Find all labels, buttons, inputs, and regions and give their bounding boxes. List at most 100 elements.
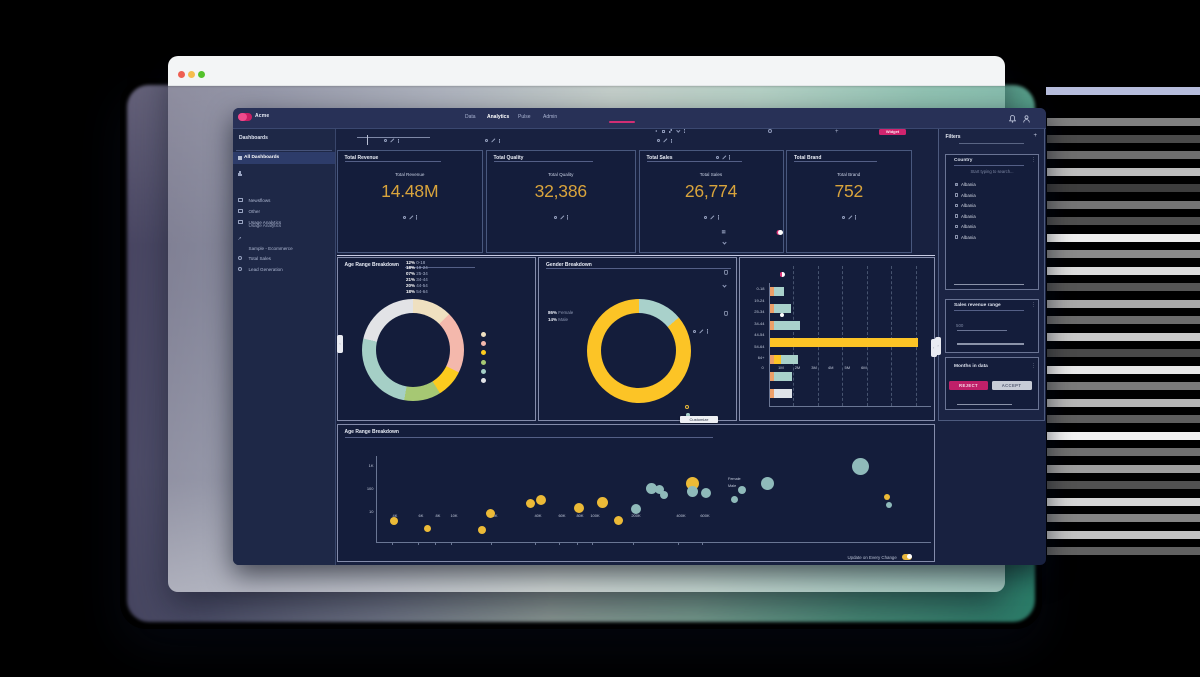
sidebar-item-icon[interactable]: ↗ [233, 237, 335, 247]
bubble-point[interactable] [485, 508, 495, 518]
bubble-point[interactable] [631, 504, 641, 514]
arrow-left-icon[interactable] [655, 130, 657, 132]
bubble-point[interactable] [886, 502, 892, 508]
traffic-light-minimize[interactable] [188, 70, 195, 78]
country-search-input[interactable]: Start typing to search... [970, 169, 1014, 174]
checkbox-icon[interactable] [954, 224, 959, 229]
card-hover-toolbar-3[interactable] [657, 138, 672, 144]
chevron-down-icon[interactable] [722, 283, 727, 288]
acme-logo-icon[interactable] [238, 112, 252, 121]
nav-item-analytics[interactable]: Analytics [487, 114, 510, 120]
donut-legend-row: 18% 19-24 [406, 265, 428, 271]
sidebar-item-usage-analytics[interactable]: Usage Analytics Usage Analytics [233, 219, 335, 230]
card-drag-handle-right[interactable]: › [930, 339, 937, 357]
grid-icon[interactable]: ▦ [721, 229, 726, 234]
checkbox-icon[interactable] [954, 235, 959, 239]
bubble-point[interactable] [851, 457, 869, 475]
bar-row[interactable] [769, 286, 784, 296]
nav-item-admin[interactable]: Admin [543, 114, 558, 120]
bubble-point[interactable] [423, 524, 431, 532]
card-hover-toolbar[interactable] [693, 329, 708, 334]
card-header-icons[interactable] [715, 155, 731, 160]
traffic-light-zoom[interactable] [198, 70, 205, 78]
donut-legend-row: 12% 0-18 [406, 259, 426, 265]
bubble-point[interactable] [660, 491, 668, 499]
bubble-point[interactable] [738, 486, 746, 494]
clock-icon [553, 215, 558, 219]
bubble-point[interactable] [730, 495, 738, 503]
board-toolbar-icons[interactable] [655, 128, 685, 133]
info-circle-icon[interactable] [768, 129, 772, 133]
timeline-slider-handle[interactable] [367, 135, 368, 145]
nav-item-data[interactable]: Data [465, 114, 476, 120]
bubble-point[interactable] [654, 484, 664, 494]
sidebar-item-icon[interactable] [233, 171, 335, 181]
sidebar-item-all-dashboards[interactable]: All Dashboards [233, 151, 335, 164]
sidebar-item-newsflows[interactable]: Newsflows [233, 197, 335, 208]
panel-drag-handle[interactable]: › [935, 336, 941, 355]
sales-range-input[interactable]: 500 [956, 322, 964, 328]
x-axis-label: 2M [794, 365, 801, 370]
bubble-point[interactable] [574, 503, 584, 513]
timeline-slider[interactable] [357, 136, 430, 138]
bubble-point[interactable] [536, 495, 546, 505]
bubble-point[interactable] [596, 496, 608, 508]
kebab-icon[interactable]: ⋮ [1031, 363, 1036, 369]
kpi-card-1: Total Revenue Total Revenue 14.48M [336, 150, 483, 253]
shield-icon[interactable] [724, 270, 728, 275]
sidebar-item-total-sales[interactable]: Total Sales [233, 255, 335, 266]
bell-icon[interactable] [1009, 115, 1016, 123]
bubble-point[interactable] [613, 515, 623, 525]
user-icon[interactable] [1023, 115, 1030, 123]
grid-icon[interactable] [669, 129, 673, 133]
update-toggle[interactable] [902, 553, 912, 560]
checkbox-icon[interactable] [954, 182, 959, 187]
kebab-icon[interactable]: ⋮ [1031, 157, 1036, 163]
age-range-donut-chart[interactable] [362, 298, 464, 401]
checkbox-icon[interactable] [954, 214, 959, 218]
sidebar-item-other[interactable]: Other [233, 208, 335, 219]
bubble-point[interactable] [760, 476, 774, 490]
kebab-icon[interactable]: ⋮ [1031, 302, 1036, 308]
kebab-icon [706, 329, 708, 334]
edit-icon [663, 138, 668, 143]
widget-button[interactable]: Widget [879, 128, 906, 135]
checkbox-icon[interactable] [954, 193, 959, 197]
kpi-card-actions[interactable] [553, 215, 569, 220]
card-hover-toolbar-2[interactable] [485, 138, 500, 144]
sidebar-item-lead-generation[interactable]: Lead Generation [233, 266, 335, 277]
kebab-icon[interactable] [683, 129, 685, 133]
shield-icon[interactable] [724, 311, 728, 316]
kpi-card-actions[interactable] [841, 215, 857, 220]
add-icon[interactable]: + [835, 128, 839, 135]
customize-tooltip[interactable]: Customize [680, 416, 718, 423]
sidebar-item-sample-ecommerce[interactable]: Sample - Ecommerce [233, 246, 335, 256]
chevron-down-icon[interactable] [676, 128, 680, 133]
share-icon[interactable] [661, 129, 665, 133]
traffic-light-close[interactable] [178, 70, 185, 78]
chevron-down-icon[interactable] [721, 240, 727, 245]
bubble-point[interactable] [645, 482, 657, 494]
bar-row[interactable] [769, 354, 798, 364]
gender-donut-chart[interactable] [586, 298, 691, 403]
bubble-point[interactable] [525, 498, 535, 508]
bubble-point[interactable] [478, 526, 486, 534]
bar-row[interactable] [769, 303, 791, 313]
checkbox-icon[interactable] [954, 203, 959, 208]
bar-row[interactable] [769, 371, 792, 381]
bar-row[interactable] [769, 320, 800, 330]
bubble-point[interactable] [390, 517, 398, 525]
bubble-point[interactable] [884, 494, 890, 500]
nav-item-pulse[interactable]: Pulse [518, 114, 531, 120]
bubble-point[interactable] [686, 485, 698, 497]
bubble-point[interactable] [701, 488, 711, 498]
kpi-card-actions[interactable] [402, 215, 418, 220]
bar-row[interactable] [769, 388, 792, 398]
card-hover-toolbar-1[interactable] [384, 138, 399, 144]
accept-button[interactable]: ACCEPT [991, 381, 1032, 390]
kpi-card-actions[interactable] [704, 215, 719, 220]
add-filter-icon[interactable]: + [1033, 132, 1038, 139]
card-drag-handle-left[interactable]: ‹ [337, 335, 343, 353]
bar-row[interactable] [769, 337, 918, 347]
reject-button[interactable]: REJECT [949, 381, 988, 390]
